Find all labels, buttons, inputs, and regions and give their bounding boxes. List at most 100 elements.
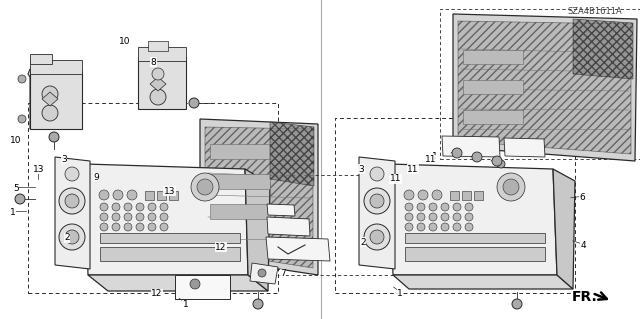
Circle shape — [18, 115, 26, 123]
Polygon shape — [389, 164, 557, 275]
Circle shape — [405, 223, 413, 231]
Circle shape — [472, 152, 482, 162]
Circle shape — [100, 203, 108, 211]
Circle shape — [160, 223, 168, 231]
Circle shape — [465, 223, 473, 231]
Polygon shape — [270, 122, 314, 186]
Polygon shape — [462, 191, 471, 200]
Polygon shape — [359, 157, 395, 269]
Polygon shape — [138, 57, 186, 109]
Circle shape — [405, 213, 413, 221]
Circle shape — [190, 279, 200, 289]
Polygon shape — [205, 127, 313, 268]
Circle shape — [18, 75, 26, 83]
Circle shape — [417, 213, 425, 221]
Polygon shape — [169, 191, 178, 200]
Circle shape — [364, 188, 390, 214]
Circle shape — [42, 105, 58, 121]
Text: 11: 11 — [425, 155, 436, 164]
Circle shape — [429, 203, 437, 211]
Polygon shape — [453, 14, 637, 161]
Circle shape — [152, 68, 164, 80]
Circle shape — [136, 213, 144, 221]
Polygon shape — [393, 275, 573, 289]
Polygon shape — [573, 19, 633, 79]
Circle shape — [453, 203, 461, 211]
Polygon shape — [504, 138, 545, 157]
Polygon shape — [474, 191, 483, 200]
Circle shape — [100, 213, 108, 221]
Circle shape — [503, 179, 519, 195]
Polygon shape — [267, 204, 295, 216]
Polygon shape — [463, 50, 523, 64]
Circle shape — [497, 173, 525, 201]
Circle shape — [452, 148, 462, 158]
Circle shape — [197, 179, 213, 195]
Polygon shape — [138, 47, 186, 61]
Polygon shape — [30, 54, 52, 64]
Polygon shape — [463, 80, 523, 94]
Polygon shape — [250, 263, 278, 284]
Polygon shape — [145, 191, 154, 200]
Circle shape — [417, 203, 425, 211]
Polygon shape — [405, 233, 545, 243]
Circle shape — [136, 223, 144, 231]
Circle shape — [441, 223, 449, 231]
Text: 3: 3 — [61, 155, 67, 164]
Circle shape — [441, 203, 449, 211]
Polygon shape — [200, 119, 318, 275]
Circle shape — [497, 160, 505, 168]
Polygon shape — [148, 41, 168, 51]
Circle shape — [432, 190, 442, 200]
Circle shape — [429, 223, 437, 231]
Circle shape — [418, 190, 428, 200]
Text: 9: 9 — [93, 173, 99, 182]
Circle shape — [370, 230, 384, 244]
Polygon shape — [150, 77, 166, 91]
Polygon shape — [405, 247, 545, 261]
Text: 11: 11 — [390, 174, 401, 183]
Text: 10: 10 — [10, 136, 22, 145]
Text: 1: 1 — [10, 208, 15, 217]
Polygon shape — [463, 110, 523, 124]
Circle shape — [112, 203, 120, 211]
Polygon shape — [266, 237, 330, 261]
Polygon shape — [85, 164, 248, 275]
Circle shape — [59, 224, 85, 250]
Circle shape — [112, 223, 120, 231]
Text: 1: 1 — [433, 152, 438, 161]
Polygon shape — [210, 204, 270, 219]
Circle shape — [65, 230, 79, 244]
Circle shape — [150, 89, 166, 105]
Text: 12: 12 — [215, 243, 227, 252]
Text: 11: 11 — [407, 165, 419, 174]
Polygon shape — [175, 275, 230, 299]
Circle shape — [127, 190, 137, 200]
Polygon shape — [100, 233, 240, 243]
Polygon shape — [267, 217, 310, 236]
Text: 5: 5 — [13, 184, 19, 193]
Circle shape — [429, 213, 437, 221]
Circle shape — [100, 223, 108, 231]
Polygon shape — [553, 169, 575, 289]
Polygon shape — [55, 157, 90, 269]
Circle shape — [99, 190, 109, 200]
Text: 12: 12 — [151, 289, 163, 298]
Circle shape — [465, 203, 473, 211]
Circle shape — [191, 173, 219, 201]
Circle shape — [65, 167, 79, 181]
Text: 2: 2 — [65, 233, 70, 242]
Circle shape — [136, 203, 144, 211]
Text: 1: 1 — [183, 300, 188, 309]
Circle shape — [113, 190, 123, 200]
Text: 13: 13 — [33, 165, 44, 174]
Polygon shape — [442, 136, 500, 157]
Polygon shape — [30, 71, 82, 129]
Circle shape — [465, 213, 473, 221]
Circle shape — [441, 213, 449, 221]
Text: 10: 10 — [119, 37, 131, 46]
Circle shape — [124, 213, 132, 221]
Circle shape — [512, 299, 522, 309]
Circle shape — [258, 269, 266, 277]
Circle shape — [148, 223, 156, 231]
